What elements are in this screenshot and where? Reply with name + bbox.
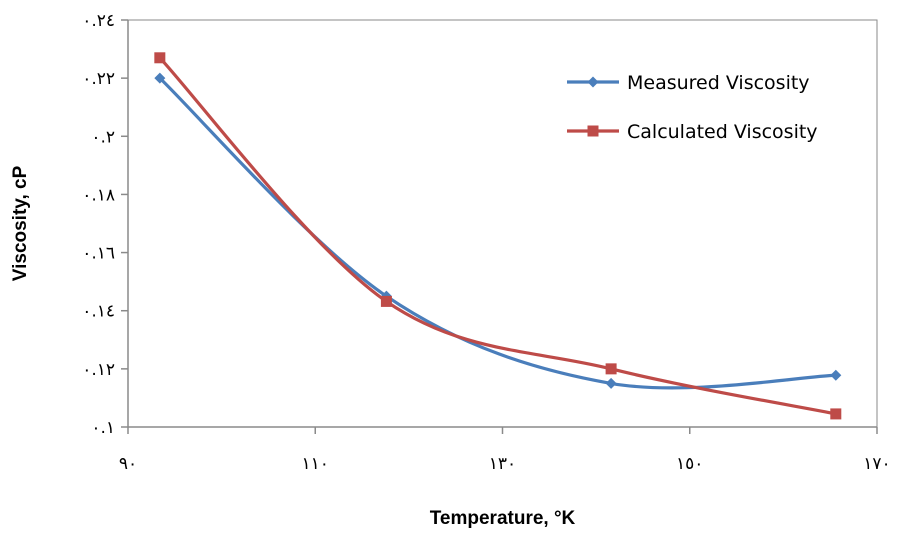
data-point	[830, 369, 842, 381]
data-point	[605, 363, 617, 375]
x-tick-label: ١٧٠	[863, 454, 890, 474]
x-axis-title: Temperature, °K	[430, 508, 576, 529]
y-tick-label: ٠.٢٤	[82, 11, 115, 31]
y-axis-title: Viscosity, cP	[10, 165, 31, 281]
y-tick-label: ٠.١٤	[82, 302, 115, 322]
data-point	[154, 52, 166, 64]
data-point	[830, 408, 842, 420]
y-tick-label: ٠.١٢	[82, 360, 115, 380]
data-point	[154, 72, 166, 84]
y-tick-label: ٠.١	[91, 418, 115, 438]
series-line	[158, 56, 838, 416]
data-point	[605, 377, 617, 389]
x-tick-label: ٩٠	[119, 454, 137, 474]
series-line	[158, 76, 838, 390]
x-tick-label: ١١٠	[302, 454, 329, 474]
series-calculated-viscosity	[154, 52, 842, 420]
y-tick-label: ٠.٢	[91, 127, 115, 147]
legend: Measured Viscosity Calculated Viscosity	[567, 72, 818, 143]
y-tick-label: ٠.١٦	[82, 244, 115, 264]
y-tick-label: ٠.٢٢	[82, 69, 115, 89]
x-tick-label: ١٥٠	[676, 454, 703, 474]
ticks-layer: ٠.١ ٠.١٢ ٠.١٤ ٠.١٦ ٠.١٨ ٠.٢ ٠.٢٢ ٠.٢٤ ٩٠ ١١٠ ١٣٠ ١٥…	[82, 11, 891, 474]
series-layer	[154, 52, 842, 420]
x-tick-label: ١٣٠	[489, 454, 516, 474]
y-tick-label: ٠.١٨	[82, 185, 115, 205]
legend-label: Calculated Viscosity	[627, 121, 818, 143]
legend-item: Calculated Viscosity	[567, 121, 818, 143]
legend-item: Measured Viscosity	[567, 72, 810, 94]
data-point	[380, 295, 392, 307]
legend-label: Measured Viscosity	[627, 72, 810, 94]
legend-swatch-marker	[587, 76, 599, 88]
legend-swatch-marker	[587, 125, 599, 137]
